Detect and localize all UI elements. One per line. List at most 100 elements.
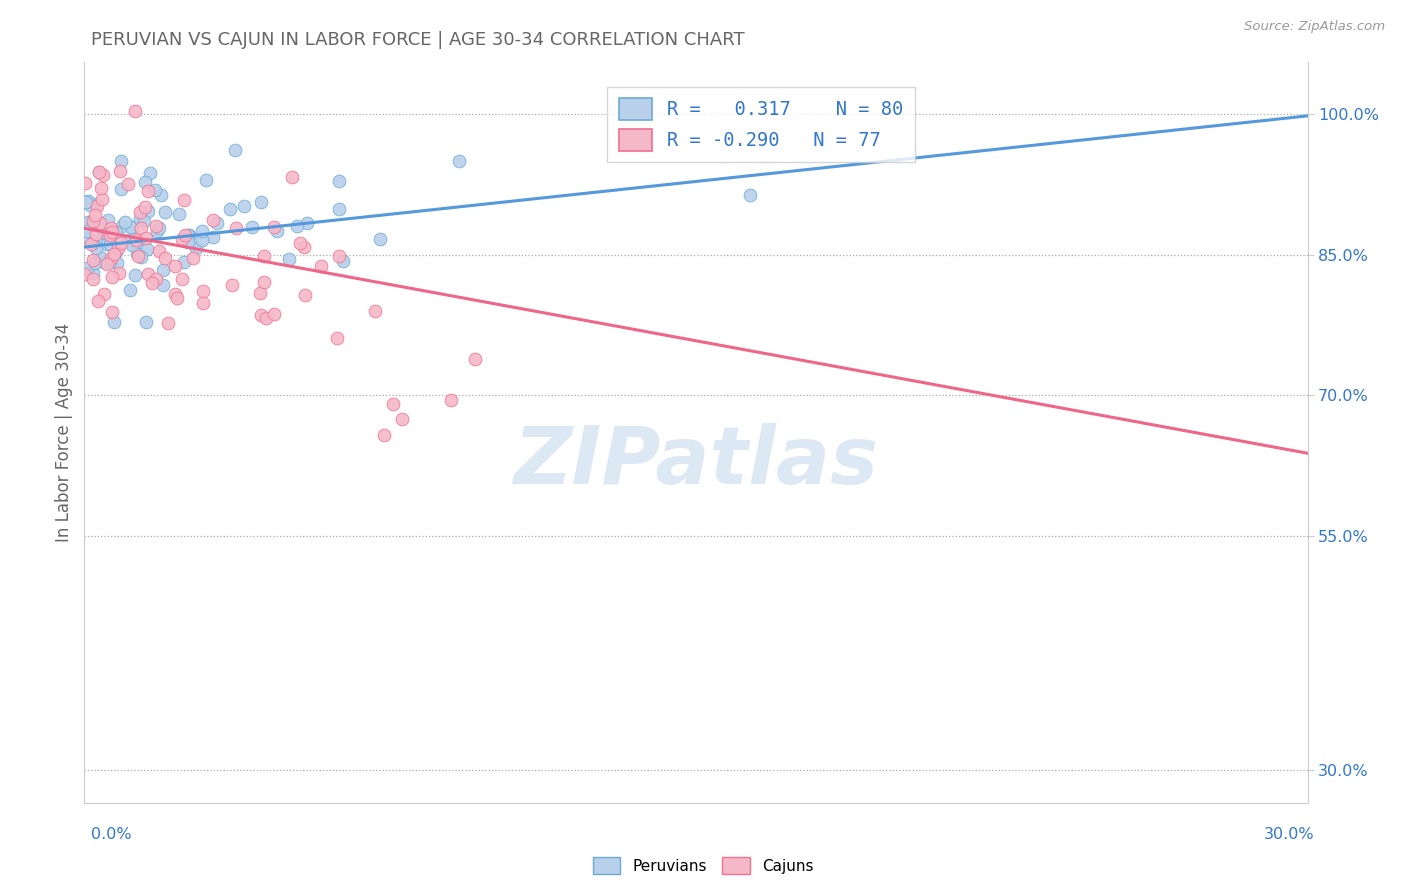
- Point: [205, 216, 228, 230]
- Point: [101, 225, 124, 239]
- Point: [104, 225, 127, 239]
- Point: [76, 224, 98, 238]
- Point: [125, 233, 148, 247]
- Point: [141, 276, 163, 290]
- Point: [233, 199, 256, 213]
- Point: [127, 247, 149, 261]
- Point: [464, 352, 486, 367]
- Point: [297, 216, 319, 230]
- Point: [326, 331, 349, 345]
- Point: [79, 215, 101, 229]
- Point: [96, 257, 118, 271]
- Point: [136, 203, 159, 218]
- Point: [447, 154, 470, 169]
- Point: [114, 214, 136, 228]
- Point: [249, 285, 271, 300]
- Point: [172, 232, 194, 246]
- Point: [292, 240, 315, 254]
- Point: [278, 252, 301, 266]
- Point: [84, 196, 107, 211]
- Text: 30.0%: 30.0%: [1264, 827, 1315, 841]
- Y-axis label: In Labor Force | Age 30-34: In Labor Force | Age 30-34: [55, 323, 73, 542]
- Point: [139, 166, 162, 180]
- Point: [77, 231, 100, 245]
- Point: [86, 234, 108, 248]
- Point: [184, 241, 207, 255]
- Point: [79, 198, 101, 212]
- Point: [191, 233, 214, 247]
- Point: [84, 208, 107, 222]
- Point: [134, 200, 156, 214]
- Point: [82, 266, 104, 280]
- Point: [249, 308, 271, 322]
- Point: [136, 184, 159, 198]
- Point: [263, 219, 285, 234]
- Point: [332, 254, 354, 268]
- Point: [181, 252, 204, 266]
- Point: [96, 227, 118, 241]
- Point: [129, 250, 152, 264]
- Point: [124, 268, 146, 283]
- Text: Source: ZipAtlas.com: Source: ZipAtlas.com: [1244, 20, 1385, 33]
- Point: [131, 220, 153, 235]
- Point: [120, 219, 142, 234]
- Point: [90, 181, 112, 195]
- Text: PERUVIAN VS CAJUN IN LABOR FORCE | AGE 30-34 CORRELATION CHART: PERUVIAN VS CAJUN IN LABOR FORCE | AGE 3…: [91, 31, 745, 49]
- Point: [105, 245, 128, 260]
- Text: 0.0%: 0.0%: [91, 827, 132, 841]
- Point: [93, 287, 115, 301]
- Point: [202, 213, 225, 227]
- Point: [145, 219, 167, 234]
- Point: [252, 275, 274, 289]
- Point: [173, 228, 195, 243]
- Point: [98, 236, 121, 251]
- Point: [328, 202, 350, 216]
- Point: [91, 192, 114, 206]
- Point: [98, 255, 121, 269]
- Point: [170, 272, 193, 286]
- Point: [373, 427, 395, 442]
- Point: [240, 220, 263, 235]
- Point: [191, 224, 214, 238]
- Point: [143, 183, 166, 197]
- Point: [103, 246, 125, 260]
- Point: [98, 228, 121, 243]
- Point: [82, 214, 104, 228]
- Point: [148, 244, 170, 259]
- Point: [110, 182, 132, 196]
- Point: [266, 224, 288, 238]
- Point: [108, 266, 131, 280]
- Point: [100, 221, 122, 235]
- Point: [148, 221, 170, 235]
- Point: [440, 393, 463, 408]
- Legend: R =   0.317    N = 80, R = -0.290   N = 77: R = 0.317 N = 80, R = -0.290 N = 77: [607, 87, 915, 161]
- Point: [285, 219, 308, 233]
- Point: [84, 241, 107, 255]
- Point: [124, 104, 146, 119]
- Point: [250, 195, 273, 210]
- Point: [368, 232, 391, 246]
- Point: [150, 188, 173, 202]
- Point: [173, 194, 195, 208]
- Point: [75, 194, 97, 209]
- Point: [165, 286, 187, 301]
- Point: [202, 230, 225, 244]
- Point: [120, 283, 142, 297]
- Point: [173, 255, 195, 269]
- Point: [135, 315, 157, 329]
- Point: [108, 163, 131, 178]
- Point: [221, 277, 243, 292]
- Point: [73, 267, 96, 281]
- Point: [254, 311, 277, 326]
- Point: [163, 260, 186, 274]
- Point: [82, 252, 104, 267]
- Point: [167, 207, 190, 221]
- Point: [152, 262, 174, 277]
- Point: [328, 173, 350, 187]
- Point: [136, 242, 159, 256]
- Point: [191, 284, 214, 298]
- Point: [153, 205, 176, 219]
- Point: [83, 255, 105, 269]
- Point: [127, 249, 149, 263]
- Point: [253, 249, 276, 263]
